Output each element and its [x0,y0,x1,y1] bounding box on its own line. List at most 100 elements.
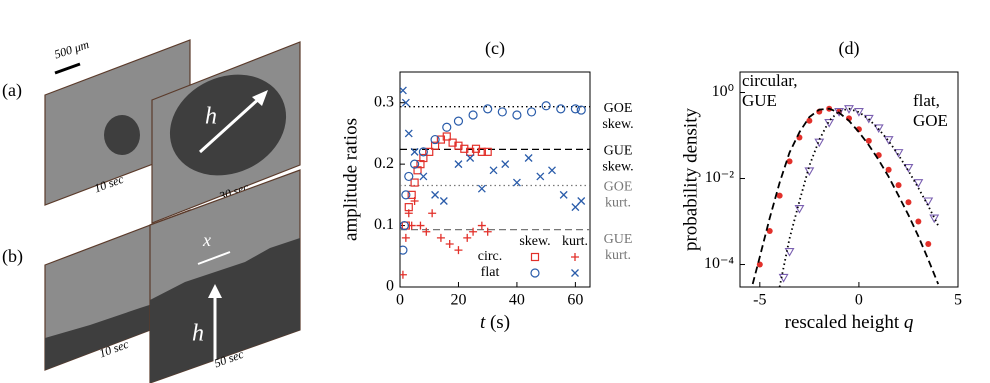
marker [512,110,522,120]
x-axis-label-part: (s) [490,312,510,333]
y-axis-label: amplitude ratios [340,118,361,241]
marker [883,136,894,145]
annotation: flat, [913,91,940,110]
legend-marker [530,268,540,278]
y-tick-label: 0.3 [374,93,394,110]
reference-label: GOE [604,101,633,116]
marker [454,160,463,169]
arrow-label: x [202,230,211,250]
series-group [400,86,586,279]
marker [541,101,551,111]
marker [419,153,428,163]
domain [150,238,300,383]
marker [915,218,922,225]
marker [524,154,533,162]
marker [400,86,407,95]
arrow [198,94,264,154]
marker [893,149,904,158]
x-tick-label: -5 [753,292,766,309]
marker [873,124,884,134]
panel-title: (d) [839,38,860,59]
reference-label: skew. [602,160,633,175]
marker [865,137,872,144]
legend-header: skew. [519,234,550,249]
y-tick-label: 10⁻² [705,169,734,186]
x-tick-label: 5 [954,292,962,309]
y-tick-label: 10⁻⁴ [704,255,734,272]
y-tick-label: 0.1 [374,216,394,233]
x-tick-label: 0 [855,292,863,309]
legend-marker [571,253,579,261]
reference-label: kurt. [605,248,631,263]
marker [428,209,437,218]
marker [410,147,419,156]
marker [445,240,454,248]
plot-frame [399,71,591,288]
reference-label: kurt. [605,196,631,211]
x-axis-label: t (s) [480,312,510,333]
y-tick-label: 0 [386,278,394,295]
arrow-label: h [205,104,217,130]
x-tick-label: 60 [567,292,583,309]
marker [559,190,568,199]
marker [410,159,420,169]
y-tick-label: 0.2 [374,155,394,172]
marker [431,190,440,199]
marker [483,227,492,236]
x-axis-label-part: t [480,312,486,333]
marker [577,197,586,205]
marker [483,147,492,156]
arrow-head [252,90,268,106]
marker [422,227,431,236]
marker [401,190,411,200]
marker [824,119,835,128]
marker [404,209,413,218]
marker [903,163,914,173]
marker [401,98,410,107]
legend-row-label: flat [481,265,500,280]
marker [853,108,864,117]
panel-label: (b) [2,246,23,267]
marker [430,134,440,145]
marker [404,171,414,182]
marker [497,107,507,117]
marker [489,166,498,175]
x-tick-label: 0 [396,292,404,309]
reference-label: GUE [604,144,633,159]
curve [778,107,940,287]
marker [844,105,854,114]
marker [794,205,805,214]
marker [501,160,510,169]
marker [548,166,556,175]
marker [570,104,580,114]
x-axis-label-part: rescaled height [785,312,900,333]
marker [430,141,440,150]
legend-marker [571,269,579,277]
marker [401,233,410,242]
marker [929,214,940,224]
marker [410,197,419,205]
legend-header: kurt. [562,234,588,249]
marker [895,182,902,189]
marker [556,104,566,114]
domain [104,115,140,155]
marker [454,246,463,255]
marker [418,147,428,157]
x-axis-label: rescaled height q [785,312,914,333]
marker [404,129,413,138]
marker [400,270,407,279]
scale-label: 500 μm [52,37,91,61]
y-tick-label: 10⁰ [712,83,734,100]
x-tick-label: 40 [509,292,525,309]
arrow-label: h [192,321,204,347]
marker [477,147,486,156]
marker [806,117,813,124]
x-tick-label: 20 [450,292,466,309]
reference-label: GUE [604,232,633,247]
marker [400,245,408,255]
marker [576,105,586,115]
marker [814,138,825,148]
scale-bar [54,62,81,75]
marker [905,199,912,206]
